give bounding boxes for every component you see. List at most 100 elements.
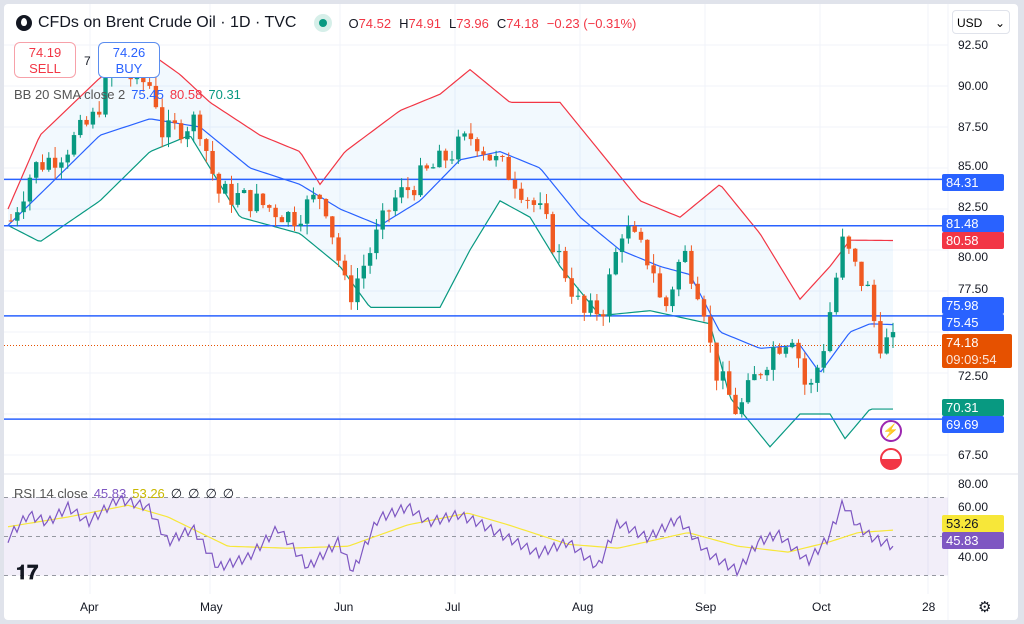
price-tick: 87.50 xyxy=(958,120,989,134)
candle-body xyxy=(71,135,77,155)
buy-button[interactable]: 74.26 BUY xyxy=(98,42,160,78)
candle-body xyxy=(355,278,360,303)
candle-body xyxy=(430,167,436,169)
candle-body xyxy=(808,382,814,385)
currency-select[interactable]: USD ⌄ xyxy=(952,10,1010,34)
time-tick: Jul xyxy=(445,600,461,614)
price-tick: 77.50 xyxy=(958,282,989,296)
hline-label: 75.98 xyxy=(942,297,1004,314)
candle-body xyxy=(286,211,291,223)
candle-body xyxy=(821,351,826,368)
candle-body xyxy=(235,193,240,205)
bb-mid-label: 75.45 xyxy=(942,314,1004,331)
candle-body xyxy=(361,265,366,279)
rsi-tick: 80.00 xyxy=(958,477,989,491)
ohlc-values: O74.52 H74.91 L73.96 C74.18 −0.23 (−0.31… xyxy=(348,16,636,31)
candle-body xyxy=(405,187,411,191)
candle-body xyxy=(468,133,474,140)
candle-body xyxy=(651,265,656,274)
candle-body xyxy=(575,295,581,297)
time-tick: 28 xyxy=(922,600,936,614)
candle-body xyxy=(393,197,398,212)
candle-body xyxy=(607,274,612,317)
candle-body xyxy=(412,190,417,196)
candle-body xyxy=(500,156,505,158)
candle-body xyxy=(223,183,228,194)
candle-body xyxy=(556,250,562,253)
close-value: C74.18 xyxy=(496,15,539,31)
us-economic-event-icon[interactable] xyxy=(880,448,902,470)
candle-body xyxy=(160,107,165,138)
bb-upper-label: 80.58 xyxy=(942,232,1004,249)
candle-body xyxy=(103,77,108,115)
candle-body xyxy=(619,238,625,253)
candle-body xyxy=(229,183,234,205)
candle-body xyxy=(153,85,159,108)
candle-body xyxy=(657,273,663,298)
candle-body xyxy=(323,198,329,217)
candle-body xyxy=(802,358,807,385)
time-tick: Aug xyxy=(572,600,594,614)
candle-body xyxy=(708,316,713,343)
candle-body xyxy=(531,200,537,205)
chart-canvas[interactable] xyxy=(4,4,1018,620)
rsi-line xyxy=(7,494,894,578)
candle-body xyxy=(374,229,379,254)
candle-body xyxy=(613,252,618,275)
bb-legend[interactable]: BB 20 SMA close 2 75.45 80.58 70.31 xyxy=(14,87,241,102)
candle-body xyxy=(601,314,606,317)
chart-window[interactable]: CFDs on Brent Crude Oil · 1D · TVC O74.5… xyxy=(4,4,1018,620)
candle-body xyxy=(815,367,820,383)
candle-body xyxy=(380,210,385,230)
candle-body xyxy=(197,114,203,140)
price-tick: 90.00 xyxy=(958,79,989,93)
candle-body xyxy=(97,111,102,115)
candle-body xyxy=(298,223,303,227)
bb-lower-line xyxy=(7,135,893,448)
candle-body xyxy=(27,177,33,202)
candle-body xyxy=(714,342,719,381)
candle-body xyxy=(166,120,171,138)
price-tick: 67.50 xyxy=(958,448,989,462)
candle-body xyxy=(487,154,492,161)
candle-body xyxy=(59,162,64,168)
candle-body xyxy=(758,374,763,376)
candle-body xyxy=(752,374,757,381)
rsi-ma-label: 53.26 xyxy=(942,515,1004,532)
candle-body xyxy=(46,157,51,170)
settings-gear-icon[interactable]: ⚙ xyxy=(978,599,992,616)
candle-body xyxy=(519,188,524,200)
candle-body xyxy=(449,159,455,161)
candle-body xyxy=(871,284,877,322)
candle-body xyxy=(506,157,511,180)
candle-body xyxy=(594,300,600,315)
hline-label: 69.69 xyxy=(942,416,1004,433)
candle-body xyxy=(550,214,555,253)
open-value: O74.52 xyxy=(348,15,392,31)
time-tick: Apr xyxy=(80,600,99,614)
candle-body xyxy=(890,332,896,338)
candle-body xyxy=(682,250,688,262)
market-open-status-icon[interactable] xyxy=(314,14,333,32)
sell-button[interactable]: 74.19 SELL xyxy=(14,42,76,78)
candle-body xyxy=(588,300,593,313)
tradingview-logo[interactable]: 𝟏𝟕 xyxy=(16,562,39,584)
candle-body xyxy=(481,151,486,155)
candle-body xyxy=(260,193,266,206)
candle-body xyxy=(777,347,782,354)
candle-body xyxy=(210,150,215,174)
candle-body xyxy=(84,119,89,125)
candle-body xyxy=(764,369,770,376)
candle-body xyxy=(147,82,152,86)
candle-body xyxy=(676,261,681,290)
candle-body xyxy=(827,312,833,352)
candle-body xyxy=(462,133,467,137)
lightning-event-icon[interactable]: ⚡ xyxy=(880,420,902,442)
symbol-title[interactable]: CFDs on Brent Crude Oil · 1D · TVC xyxy=(38,14,297,31)
rsi-legend[interactable]: RSI 14 close 45.83 53.26 ∅ ∅ ∅ ∅ xyxy=(14,486,235,501)
candle-body xyxy=(670,289,675,307)
candle-body xyxy=(512,179,518,189)
candle-body xyxy=(727,371,732,395)
candle-body xyxy=(65,154,70,163)
candle-body xyxy=(859,261,864,287)
